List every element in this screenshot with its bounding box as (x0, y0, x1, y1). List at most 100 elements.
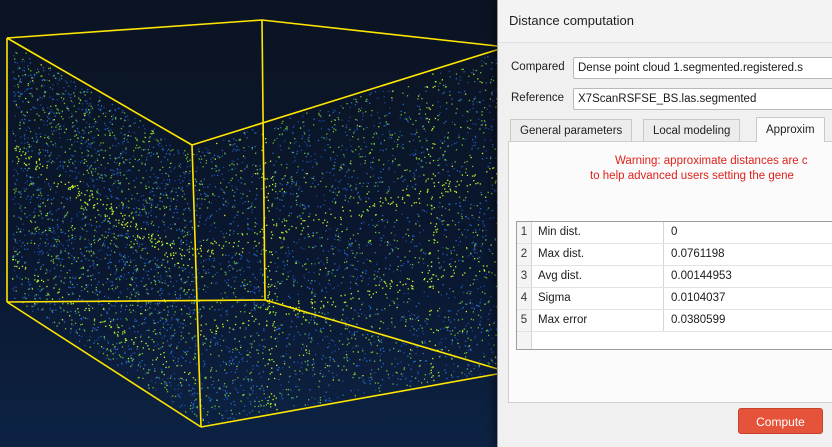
point (417, 380, 420, 382)
point (122, 276, 125, 278)
point (193, 311, 195, 313)
point (64, 216, 66, 218)
point (214, 195, 216, 197)
point (161, 371, 163, 374)
point (341, 230, 343, 233)
point (326, 261, 328, 264)
point (160, 382, 163, 385)
point (351, 337, 353, 339)
point (410, 241, 412, 243)
point (349, 287, 352, 289)
point (277, 328, 280, 330)
point (393, 271, 395, 273)
point (213, 387, 215, 389)
point (338, 190, 340, 193)
point (144, 206, 146, 208)
point (33, 77, 35, 79)
point (56, 157, 58, 160)
point (255, 364, 258, 367)
point (127, 371, 129, 374)
point (58, 322, 60, 324)
point (170, 253, 172, 255)
point (286, 183, 288, 186)
point (215, 165, 217, 167)
point (83, 229, 85, 231)
point (86, 250, 88, 252)
point (362, 182, 365, 184)
point (209, 230, 211, 232)
point (487, 302, 489, 304)
point (251, 148, 253, 150)
point (62, 93, 64, 95)
point (424, 253, 427, 255)
point (140, 340, 143, 343)
point (160, 193, 162, 195)
point (147, 221, 149, 223)
point (71, 283, 74, 286)
point (79, 318, 82, 320)
point (348, 169, 350, 171)
point (307, 206, 310, 208)
point (109, 208, 111, 210)
point (130, 277, 133, 279)
point (49, 303, 51, 305)
point (12, 278, 14, 280)
point (310, 301, 312, 303)
point (24, 262, 26, 264)
point (452, 269, 455, 271)
point (234, 287, 236, 290)
point (77, 130, 79, 132)
point (368, 197, 370, 200)
point (468, 99, 471, 102)
point (205, 147, 207, 150)
point (491, 272, 493, 274)
point (222, 417, 224, 419)
point (454, 123, 456, 126)
point (425, 211, 428, 213)
point (232, 168, 234, 170)
point (115, 269, 118, 271)
point (321, 290, 323, 292)
point (84, 247, 86, 249)
point (293, 161, 295, 163)
point (40, 136, 42, 138)
point (262, 282, 265, 284)
point (372, 224, 374, 226)
point (93, 318, 96, 320)
point (38, 149, 41, 151)
point (358, 108, 360, 110)
point (172, 401, 174, 403)
point (182, 152, 185, 154)
point (423, 151, 425, 153)
point (183, 236, 185, 238)
point (137, 293, 139, 295)
point (147, 372, 150, 374)
point (494, 182, 497, 184)
point (427, 188, 429, 190)
point (117, 169, 119, 171)
point (338, 265, 341, 267)
point (13, 247, 15, 249)
point (235, 214, 238, 216)
point (138, 324, 140, 327)
point (445, 229, 447, 231)
point (199, 217, 201, 219)
point (326, 136, 328, 139)
point (80, 236, 82, 238)
point (51, 310, 53, 312)
point (210, 369, 212, 371)
point (120, 132, 122, 134)
point (95, 289, 97, 291)
point (261, 385, 263, 387)
point (49, 69, 51, 72)
point (148, 387, 150, 389)
point (411, 349, 413, 352)
point (329, 284, 331, 286)
point (117, 246, 119, 248)
point (90, 243, 92, 245)
point (117, 331, 119, 333)
point (358, 247, 360, 249)
point (32, 80, 34, 82)
point (400, 146, 403, 148)
point (302, 169, 304, 171)
